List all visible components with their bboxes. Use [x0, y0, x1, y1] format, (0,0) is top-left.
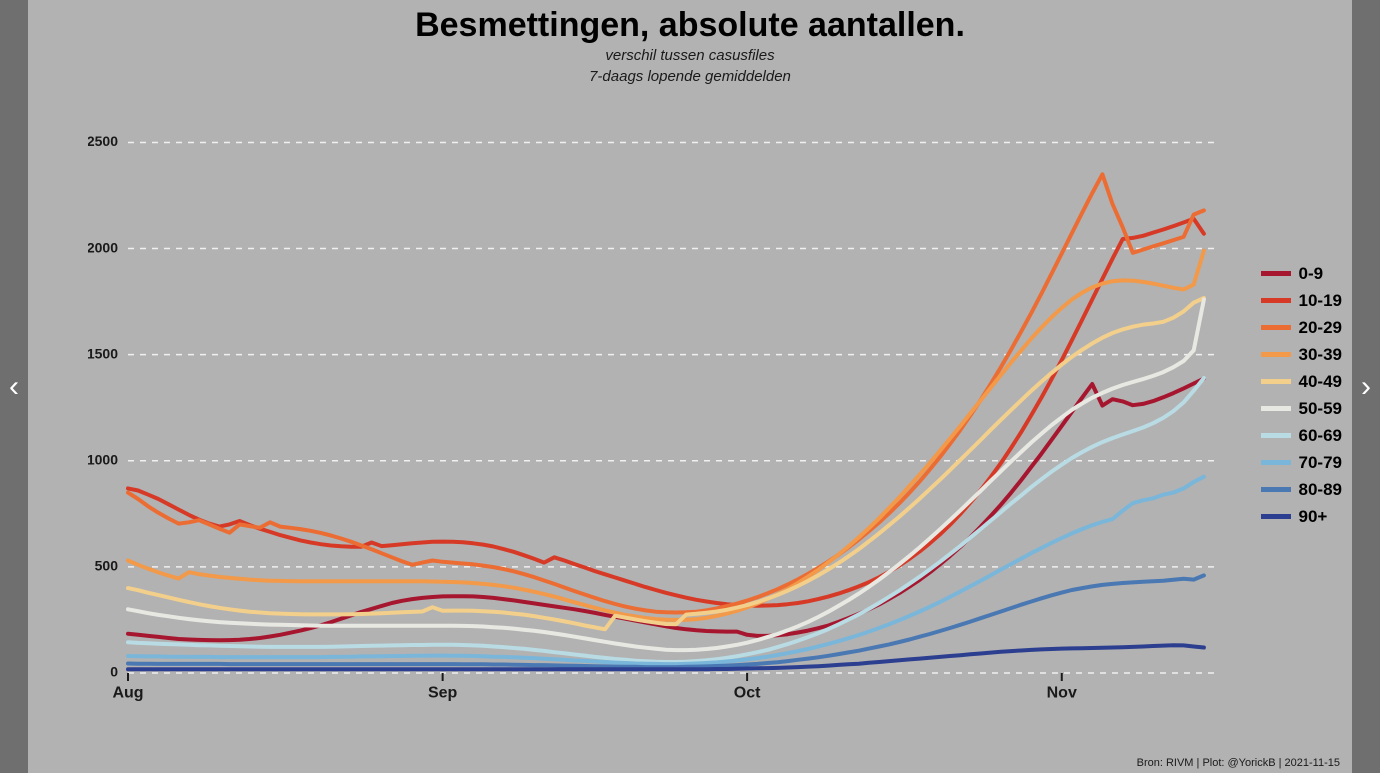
next-chevron-icon[interactable]: ›	[1352, 372, 1380, 402]
chart-panel: Besmettingen, absolute aantallen. versch…	[28, 0, 1352, 773]
legend-swatch	[1261, 406, 1291, 411]
chart-subtitle-1: verschil tussen casusfiles	[28, 47, 1352, 66]
svg-text:0: 0	[110, 664, 118, 680]
series-line-0-9	[128, 379, 1204, 641]
plot-area: 0 500 1000 1500 2000 2500 Aug Sep Oct Nov	[88, 100, 1222, 713]
legend-label: 40-49	[1299, 372, 1342, 392]
legend-label: 80-89	[1299, 480, 1342, 500]
legend-label: 60-69	[1299, 426, 1342, 446]
title-block: Besmettingen, absolute aantallen. versch…	[28, 0, 1352, 87]
chart-subtitle-2: 7-daags lopende gemiddelden	[28, 68, 1352, 87]
legend-item: 60-69	[1261, 422, 1342, 449]
svg-text:1000: 1000	[88, 451, 118, 467]
svg-text:2500: 2500	[88, 133, 118, 149]
legend-swatch	[1261, 325, 1291, 330]
svg-text:Aug: Aug	[112, 684, 143, 701]
legend-swatch	[1261, 352, 1291, 357]
legend-item: 80-89	[1261, 476, 1342, 503]
svg-text:Sep: Sep	[428, 684, 458, 701]
legend-item: 50-59	[1261, 395, 1342, 422]
legend-swatch	[1261, 487, 1291, 492]
legend: 0-9 10-19 20-29 30-39 40-49 50-59 60-69 70-79 80…	[1261, 260, 1342, 530]
line-chart-svg: 0 500 1000 1500 2000 2500 Aug Sep Oct Nov	[88, 100, 1222, 713]
series-line-70-79	[128, 477, 1204, 664]
legend-label: 70-79	[1299, 453, 1342, 473]
legend-swatch	[1261, 433, 1291, 438]
chart-title: Besmettingen, absolute aantallen.	[28, 6, 1352, 45]
credit-line: Bron: RIVM | Plot: @YorickB | 2021-11-15	[1137, 757, 1340, 769]
legend-item: 20-29	[1261, 314, 1342, 341]
legend-label: 90+	[1299, 507, 1328, 527]
legend-label: 10-19	[1299, 291, 1342, 311]
svg-text:Oct: Oct	[734, 684, 761, 701]
prev-chevron-icon[interactable]: ‹	[0, 372, 28, 402]
svg-text:500: 500	[95, 558, 119, 574]
legend-item: 0-9	[1261, 260, 1342, 287]
legend-label: 50-59	[1299, 399, 1342, 419]
svg-text:1500: 1500	[88, 345, 118, 361]
legend-item: 40-49	[1261, 368, 1342, 395]
legend-swatch	[1261, 460, 1291, 465]
legend-item: 10-19	[1261, 287, 1342, 314]
legend-swatch	[1261, 271, 1291, 276]
legend-item: 90+	[1261, 503, 1342, 530]
legend-swatch	[1261, 298, 1291, 303]
legend-swatch	[1261, 514, 1291, 519]
gallery-frame: ‹ › Besmettingen, absolute aantallen. ve…	[0, 0, 1380, 773]
legend-item: 30-39	[1261, 341, 1342, 368]
legend-label: 30-39	[1299, 345, 1342, 365]
svg-text:Nov: Nov	[1047, 684, 1077, 701]
legend-label: 0-9	[1299, 264, 1324, 284]
legend-item: 70-79	[1261, 449, 1342, 476]
legend-swatch	[1261, 379, 1291, 384]
svg-text:2000: 2000	[88, 239, 118, 255]
legend-label: 20-29	[1299, 318, 1342, 338]
